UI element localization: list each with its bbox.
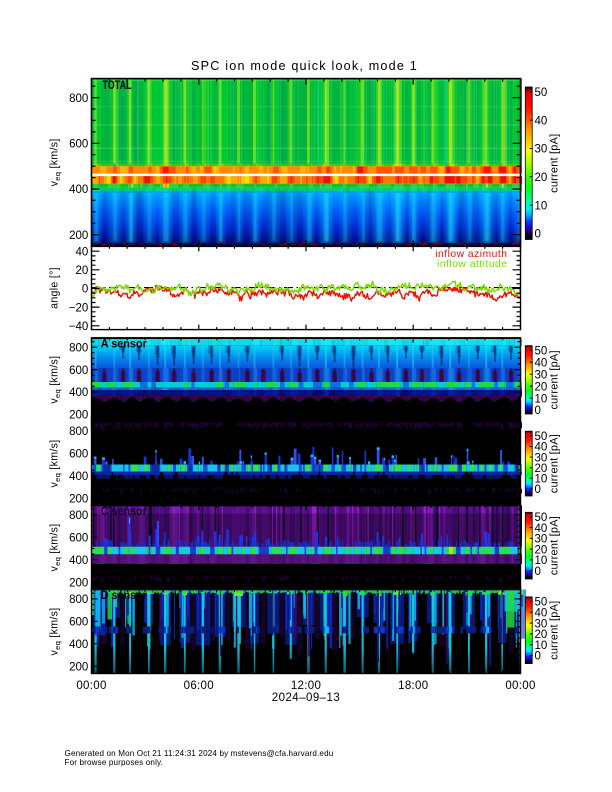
svg-text:For browse purposes only.: For browse purposes only. (65, 758, 164, 767)
svg-text:10: 10 (535, 640, 548, 652)
svg-text:800: 800 (69, 426, 88, 438)
svg-text:50: 50 (535, 512, 548, 524)
svg-text:C sensor: C sensor (101, 506, 147, 518)
svg-text:A sensor: A sensor (101, 338, 147, 350)
svg-text:800: 800 (69, 93, 88, 105)
svg-text:Generated on Mon Oct 21 11:24:: Generated on Mon Oct 21 11:24:31 2024 by… (65, 749, 334, 758)
svg-text:0: 0 (535, 566, 541, 578)
svg-text:SPC ion mode quick look, mode: SPC ion mode quick look, mode 1 (191, 59, 418, 73)
svg-text:600: 600 (69, 533, 88, 545)
svg-text:00:00: 00:00 (76, 680, 106, 692)
svg-text:400: 400 (69, 471, 88, 483)
svg-text:inflow attitude: inflow attitude (437, 259, 507, 270)
svg-text:600: 600 (69, 139, 88, 151)
svg-text:200: 200 (69, 410, 88, 422)
svg-text:600: 600 (69, 365, 88, 377)
svg-text:20: 20 (535, 381, 548, 393)
svg-text:30: 30 (535, 452, 548, 464)
svg-text:50: 50 (535, 431, 548, 443)
svg-text:600: 600 (69, 449, 88, 461)
svg-text:30: 30 (535, 369, 548, 381)
svg-text:20: 20 (76, 265, 89, 277)
svg-text:current [pA]: current [pA] (549, 134, 561, 193)
svg-text:40: 40 (535, 357, 548, 369)
svg-text:50: 50 (535, 346, 548, 358)
svg-text:current [pA]: current [pA] (549, 350, 561, 409)
svg-text:800: 800 (69, 510, 88, 522)
svg-text:800: 800 (69, 594, 88, 606)
svg-text:12:00: 12:00 (291, 680, 321, 692)
svg-text:20: 20 (535, 544, 548, 556)
svg-text:50: 50 (535, 597, 548, 609)
svg-text:40: 40 (535, 523, 548, 535)
svg-text:current [pA]: current [pA] (549, 516, 561, 575)
svg-text:30: 30 (535, 534, 548, 546)
svg-text:angle [°]: angle [°] (49, 267, 61, 309)
svg-text:−20: −20 (69, 302, 89, 314)
svg-text:200: 200 (69, 230, 88, 242)
svg-text:0: 0 (535, 484, 541, 496)
svg-text:0: 0 (535, 651, 541, 663)
svg-text:current [pA]: current [pA] (549, 601, 561, 660)
svg-text:20: 20 (535, 629, 548, 641)
svg-text:30: 30 (535, 144, 548, 156)
svg-text:40: 40 (535, 608, 548, 620)
svg-text:40: 40 (535, 115, 548, 127)
svg-text:20: 20 (535, 172, 548, 184)
svg-text:400: 400 (69, 184, 88, 196)
svg-text:18:00: 18:00 (398, 680, 428, 692)
svg-text:10: 10 (535, 393, 548, 405)
svg-text:−40: −40 (69, 321, 89, 333)
svg-text:inflow azimuth: inflow azimuth (435, 249, 507, 260)
svg-text:30: 30 (535, 618, 548, 630)
svg-text:20: 20 (535, 463, 548, 475)
svg-text:TOTAL: TOTAL (103, 80, 132, 92)
svg-text:10: 10 (535, 200, 548, 212)
svg-text:400: 400 (69, 387, 88, 399)
svg-text:200: 200 (69, 661, 88, 673)
svg-text:00:00: 00:00 (505, 680, 535, 692)
svg-text:current [pA]: current [pA] (549, 434, 561, 493)
svg-text:400: 400 (69, 555, 88, 567)
svg-text:0: 0 (82, 284, 88, 296)
svg-text:0: 0 (535, 405, 541, 417)
svg-text:200: 200 (69, 577, 88, 589)
svg-text:400: 400 (69, 639, 88, 651)
svg-text:40: 40 (535, 442, 548, 454)
svg-text:0: 0 (535, 229, 541, 241)
svg-text:800: 800 (69, 342, 88, 354)
svg-text:10: 10 (535, 474, 548, 486)
svg-text:D sensor: D sensor (101, 590, 147, 602)
svg-text:10: 10 (535, 555, 548, 567)
svg-text:50: 50 (535, 87, 548, 99)
svg-text:200: 200 (69, 493, 88, 505)
svg-text:40: 40 (76, 246, 89, 258)
svg-text:06:00: 06:00 (184, 680, 214, 692)
svg-text:B sensor: B sensor (101, 422, 147, 434)
svg-text:2024–09–13: 2024–09–13 (272, 692, 340, 704)
svg-text:600: 600 (69, 617, 88, 629)
